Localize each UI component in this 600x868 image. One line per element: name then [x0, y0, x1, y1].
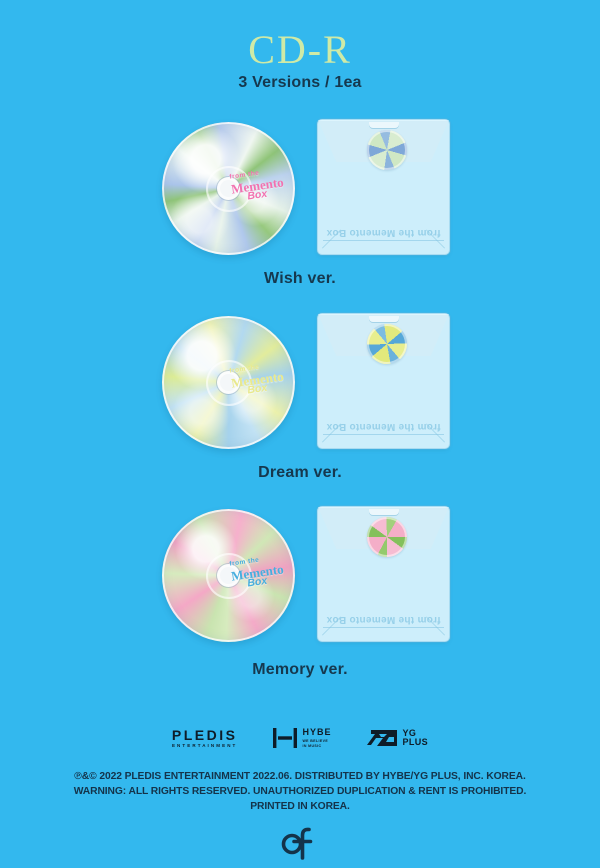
hybe-logo: HYBE WE BELIEVE IN MUSIC: [273, 726, 332, 748]
copyright-line-2: WARNING: ALL RIGHTS RESERVED. UNAUTHORIZ…: [73, 786, 527, 797]
page-title: CD-R: [248, 27, 352, 72]
cd-sleeve-wish: from the Memento Box: [318, 120, 449, 254]
sleeve-bottom-edge: [323, 434, 444, 435]
ygplus-logo: YG PLUS: [367, 729, 428, 747]
sleeve-sticker-art: [366, 324, 407, 364]
copyright-line-1: ℗&© 2022 PLEDIS ENTERTAINMENT 2022.06. D…: [74, 771, 526, 782]
company-logos-row: PLEDIS ENTERTAINMENT HYBE WE BELIEVE IN …: [0, 722, 600, 754]
product-row-dream: from the Memento Box from the Memento Bo…: [0, 314, 600, 464]
sleeve-watermark-text: from the Memento Box: [326, 421, 441, 432]
pledis-wordmark: PLEDIS: [171, 726, 238, 743]
version-label-memory: Memory ver.: [252, 661, 348, 678]
cd-sleeve-memory: from the Memento Box: [318, 507, 449, 641]
pledis-logo: PLEDIS ENTERTAINMENT: [172, 728, 238, 749]
seventeen-face-the-sun-brand-mark-icon: [281, 827, 313, 860]
hybe-tagline: WE BELIEVE IN MUSIC: [302, 738, 329, 748]
hybe-mark-icon: [273, 728, 298, 748]
hybe-wordmark: HYBE: [302, 726, 332, 737]
cd-disc-memory: from the Memento Box: [162, 509, 295, 642]
sleeve-notch: [368, 122, 399, 128]
copyright-line-3: PRINTED IN KOREA.: [250, 801, 350, 812]
cd-disc-wish: from the Memento Box: [162, 122, 295, 255]
hybe-wordmark-block: HYBE WE BELIEVE IN MUSIC: [302, 726, 332, 748]
sleeve-notch: [368, 509, 399, 515]
disc-logo-text: from the Memento Box: [229, 555, 285, 591]
sleeve-sticker-art: [366, 517, 407, 557]
sleeve-bottom-edge: [323, 627, 444, 628]
disc-center-hole: [220, 567, 237, 584]
sleeve-watermark-text: from the Memento Box: [326, 614, 441, 625]
product-row-memory: from the Memento Box from the Memento Bo…: [0, 507, 600, 657]
ygplus-wordmark-block: YG PLUS: [402, 729, 428, 747]
yg-wordmark: YG: [402, 728, 417, 738]
copyright-block: ℗&© 2022 PLEDIS ENTERTAINMENT 2022.06. D…: [0, 769, 600, 814]
sleeve-notch: [368, 316, 399, 322]
disc-center-hole: [220, 374, 237, 391]
cd-sleeve-dream: from the Memento Box: [318, 314, 449, 448]
disc-logo-text: from the Memento Box: [229, 362, 285, 398]
version-label-dream: Dream ver.: [258, 464, 342, 481]
sleeve-watermark-text: from the Memento Box: [326, 227, 441, 238]
version-count-subtitle: 3 Versions / 1ea: [238, 74, 362, 91]
sleeve-sticker-art: [366, 130, 407, 170]
disc-center-hole: [220, 180, 237, 197]
product-row-wish: from the Memento Box from the Memento Bo…: [0, 120, 600, 270]
sleeve-bottom-edge: [323, 240, 444, 241]
yg-mark-icon: [367, 730, 398, 746]
plus-wordmark: PLUS: [402, 737, 429, 747]
version-label-wish: Wish ver.: [264, 270, 336, 287]
disc-logo-text: from the Memento Box: [229, 168, 285, 204]
pledis-sub-wordmark: ENTERTAINMENT: [171, 743, 238, 748]
cd-disc-dream: from the Memento Box: [162, 316, 295, 449]
